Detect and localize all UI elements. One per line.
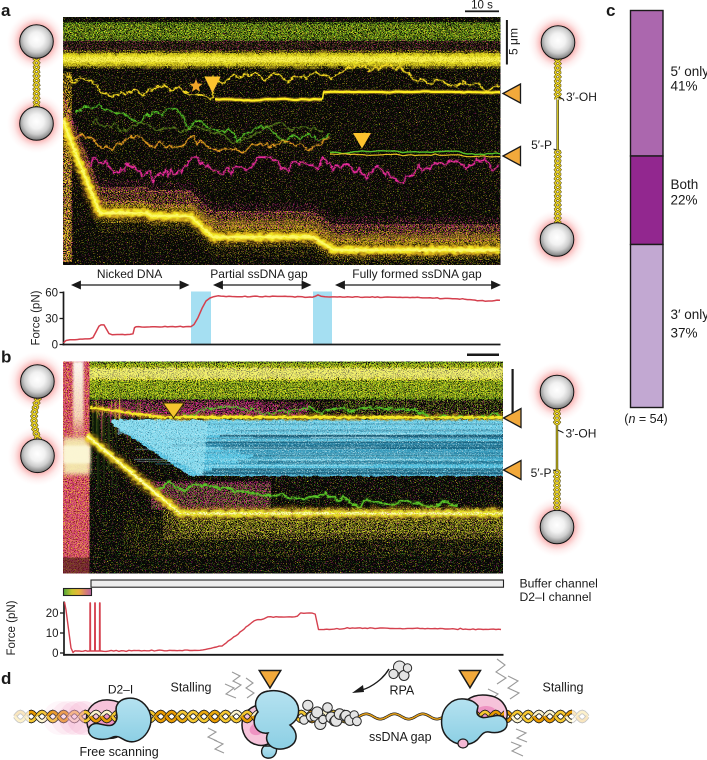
svg-text:Free scanning: Free scanning	[80, 745, 159, 759]
svg-text:Fully formed ssDNA gap: Fully formed ssDNA gap	[352, 267, 482, 281]
svg-text:0: 0	[52, 648, 58, 660]
svg-text:5′-P: 5′-P	[531, 138, 552, 152]
svg-text:5′-P: 5′-P	[531, 466, 552, 480]
svg-text:5′ only: 5′ only	[671, 64, 707, 79]
svg-text:a: a	[1, 1, 11, 20]
svg-text:d: d	[1, 669, 11, 688]
svg-text:RPA: RPA	[390, 684, 415, 698]
svg-text:30: 30	[45, 314, 58, 326]
svg-text:0: 0	[52, 340, 58, 352]
svg-text:3′-OH: 3′-OH	[566, 427, 597, 441]
svg-text:37%: 37%	[671, 326, 698, 341]
svg-text:b: b	[1, 348, 11, 367]
svg-text:20: 20	[46, 608, 59, 620]
svg-text:D2–I channel: D2–I channel	[520, 590, 592, 604]
svg-text:Nicked DNA: Nicked DNA	[97, 267, 162, 281]
svg-text:Stalling: Stalling	[171, 681, 212, 695]
svg-text:ssDNA gap: ssDNA gap	[369, 730, 432, 744]
svg-text:Force (pN): Force (pN)	[6, 600, 18, 655]
svg-text:c: c	[606, 1, 615, 20]
svg-text:22%: 22%	[671, 193, 698, 208]
svg-text:D2–I: D2–I	[108, 683, 133, 697]
svg-text:Both: Both	[671, 177, 699, 192]
svg-text:Force (pN): Force (pN)	[31, 290, 43, 345]
svg-text:3′ only: 3′ only	[671, 307, 707, 322]
svg-text:Buffer channel: Buffer channel	[520, 576, 598, 590]
svg-text:41%: 41%	[671, 79, 698, 94]
svg-text:(n = 54): (n = 54)	[624, 412, 667, 426]
svg-text:3′-OH: 3′-OH	[566, 90, 597, 104]
svg-text:10: 10	[46, 628, 59, 640]
svg-text:10 s: 10 s	[471, 0, 493, 12]
svg-text:Partial ssDNA gap: Partial ssDNA gap	[210, 267, 308, 281]
svg-text:Stalling: Stalling	[543, 681, 584, 695]
svg-text:5 μm: 5 μm	[507, 28, 521, 55]
svg-text:60: 60	[45, 288, 58, 300]
